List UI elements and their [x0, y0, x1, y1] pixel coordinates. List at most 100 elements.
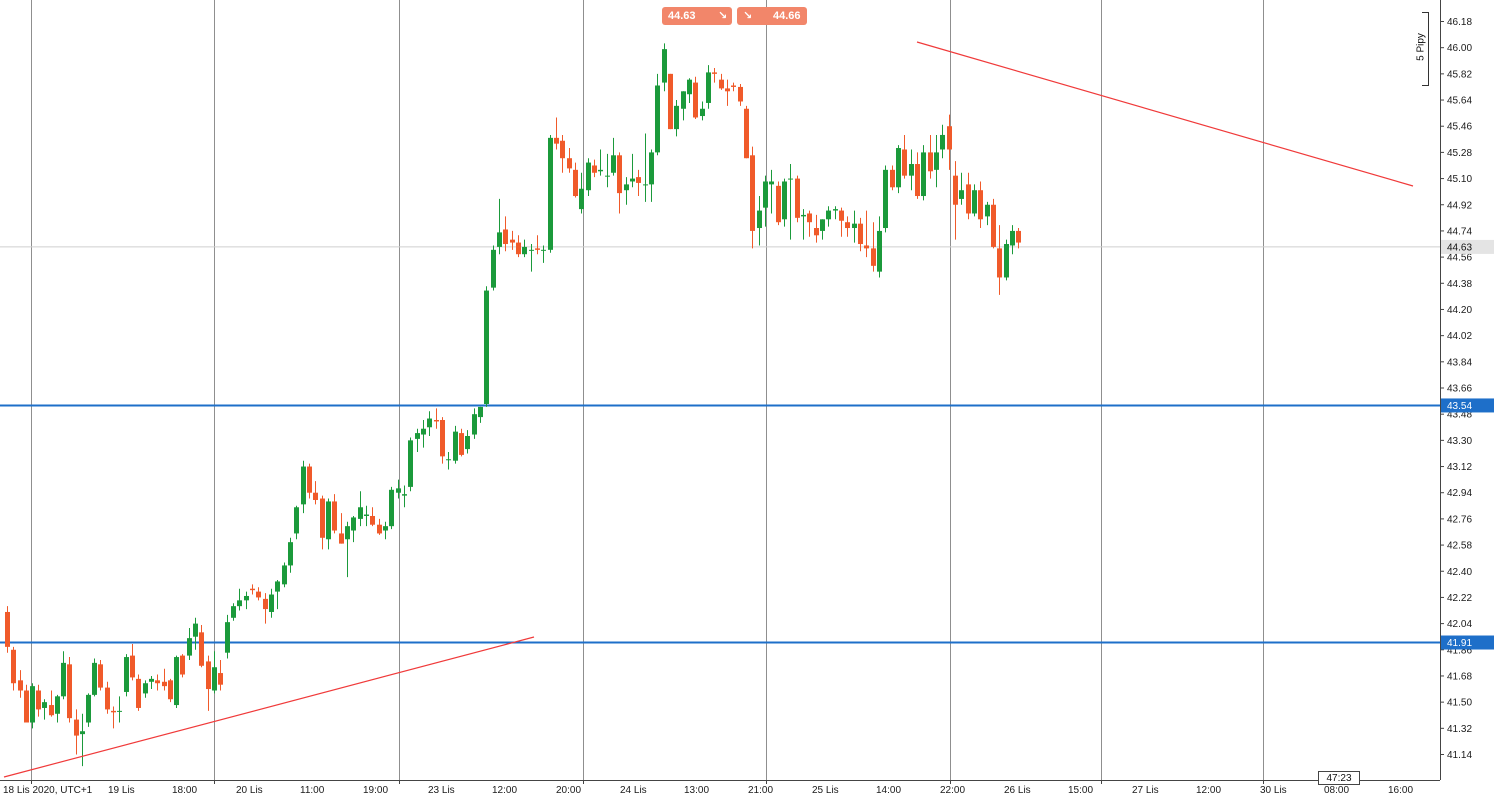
y-tick-label: 44.74	[1447, 226, 1472, 237]
candle-body	[11, 649, 16, 684]
candle-body	[750, 155, 755, 231]
candle	[55, 694, 60, 723]
x-tick-label: 11:00	[300, 785, 325, 796]
candle	[130, 643, 135, 681]
candle-body	[42, 702, 47, 708]
candle	[339, 513, 344, 544]
candle-body	[168, 680, 173, 700]
candle	[852, 210, 857, 243]
candle-body	[149, 678, 154, 682]
horizontal-levels[interactable]	[0, 404, 1440, 644]
candle	[162, 668, 167, 691]
y-tick-label: 45.10	[1447, 174, 1472, 185]
x-tick-label: 14:00	[876, 785, 901, 796]
y-tick-label: 42.76	[1447, 514, 1472, 525]
candle-body	[124, 657, 129, 692]
candle	[143, 680, 148, 698]
candle	[636, 169, 641, 197]
candle-body	[814, 228, 819, 236]
candle-body	[959, 190, 964, 199]
candle-body	[662, 49, 667, 83]
candle-body	[263, 598, 268, 610]
candle	[833, 206, 838, 220]
candle	[858, 217, 863, 252]
candle	[972, 184, 977, 217]
candle-body	[624, 184, 629, 191]
candle-body	[313, 492, 318, 500]
candle	[871, 222, 876, 272]
candle-body	[180, 655, 185, 675]
candle	[275, 579, 280, 610]
candle	[67, 657, 72, 723]
buy-price-button[interactable]: ↘ 44.66	[737, 7, 807, 25]
trendlines[interactable]	[3, 41, 1414, 778]
candle-body	[440, 419, 445, 457]
candle	[124, 654, 129, 697]
candle-body	[364, 514, 369, 516]
trendline[interactable]	[3, 636, 535, 778]
y-tick-label: 45.28	[1447, 148, 1472, 159]
candle-body	[833, 209, 838, 211]
candle	[630, 153, 635, 188]
candle	[883, 165, 888, 233]
trendline[interactable]	[916, 41, 1414, 187]
candle-body	[484, 290, 489, 404]
candle	[655, 73, 660, 156]
time-axis[interactable]: 18 Lis 2020, UTC+1 19 Lis 18:00 20 Lis 11:00…	[0, 780, 1440, 796]
candle	[947, 114, 952, 170]
y-tick-label: 44.56	[1447, 253, 1472, 264]
candle-body	[579, 188, 584, 210]
y-tick-label: 44.38	[1447, 279, 1472, 290]
candle	[345, 521, 350, 578]
candle-body	[111, 710, 116, 713]
candle-body	[1010, 230, 1015, 246]
candle	[510, 230, 515, 250]
y-tick-label: 43.12	[1447, 462, 1472, 473]
candle-body	[434, 419, 439, 422]
candle	[497, 198, 502, 255]
candle-body	[459, 433, 464, 455]
buy-arrow-icon: ↘	[743, 10, 753, 22]
y-tick-label: 42.40	[1447, 567, 1472, 578]
candle-body	[503, 229, 508, 245]
candle	[408, 437, 413, 492]
candle-body	[712, 72, 717, 74]
x-tick-label: 23 Lis	[428, 785, 455, 796]
x-tick-label: 30 Lis	[1260, 785, 1287, 796]
candle	[801, 209, 806, 240]
y-tick-label: 41.14	[1447, 750, 1472, 761]
candle	[174, 655, 179, 708]
candle-body	[592, 165, 597, 173]
x-tick-label: 24 Lis	[620, 785, 647, 796]
y-tick-label: 42.04	[1447, 619, 1472, 630]
buy-price: 44.66	[773, 10, 801, 22]
sell-arrow-icon: ↘	[718, 10, 728, 22]
candle	[573, 162, 578, 198]
candle	[402, 485, 407, 508]
candle	[86, 693, 91, 727]
candle	[80, 713, 85, 767]
sell-price-button[interactable]: 44.63 ↘	[662, 7, 732, 25]
y-tick-label: 45.46	[1447, 122, 1472, 133]
candle-body	[30, 686, 35, 723]
price-axis[interactable]: 46.18 46.00 45.82 45.64 45.46 45.28 45.10 44.92…	[1440, 0, 1472, 780]
candle	[313, 481, 318, 505]
candle	[554, 117, 559, 150]
candle	[966, 172, 971, 220]
candle-body	[67, 664, 72, 719]
candle-body	[5, 611, 10, 647]
x-tick-label: 12:00	[1196, 785, 1221, 796]
candle-body	[586, 162, 591, 191]
candle	[902, 134, 907, 179]
candle	[776, 181, 781, 226]
candle-body	[415, 433, 420, 439]
candle	[256, 587, 261, 601]
candle-body	[421, 428, 426, 435]
candle-body	[301, 466, 306, 505]
x-tick-label: 15:00	[1068, 785, 1093, 796]
candle	[814, 214, 819, 243]
candle-body	[92, 662, 97, 695]
candle-body	[997, 248, 1002, 278]
level-tag-box	[1441, 635, 1494, 650]
